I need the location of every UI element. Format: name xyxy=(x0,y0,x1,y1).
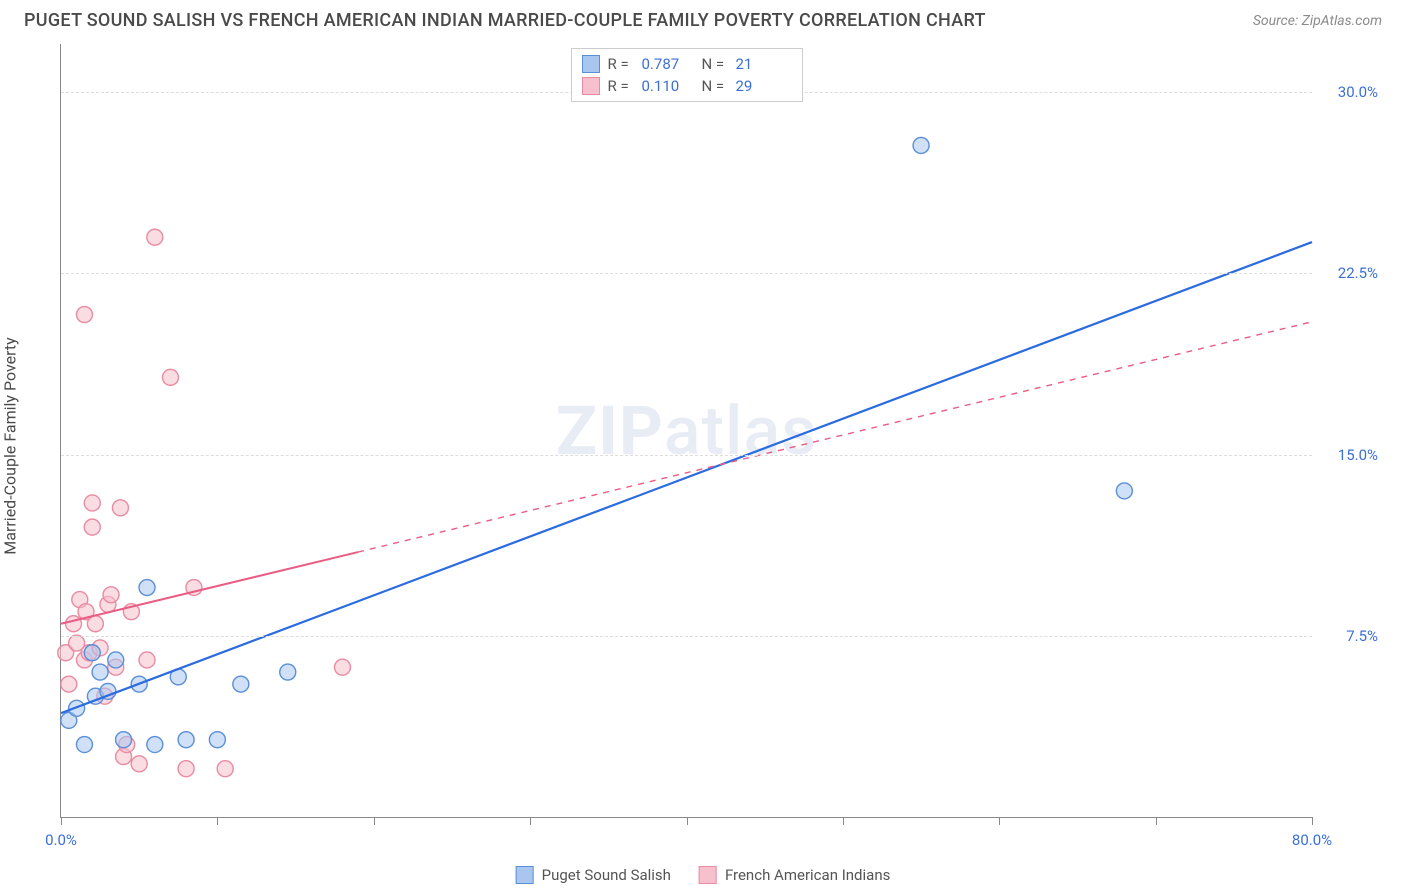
y-tick-label: 7.5% xyxy=(1318,627,1378,645)
n-label: N = xyxy=(702,53,728,75)
x-tick xyxy=(1312,817,1313,825)
x-tick xyxy=(61,817,62,825)
legend-row-french: R = 0.110 N = 29 xyxy=(582,75,788,97)
data-point-french xyxy=(147,229,163,245)
legend-row-puget: R = 0.787 N = 21 xyxy=(582,53,788,75)
trendline-ext-french xyxy=(358,322,1312,552)
data-point-french xyxy=(139,652,155,668)
data-point-puget xyxy=(1116,483,1132,499)
swatch-french xyxy=(699,866,717,884)
x-tick xyxy=(687,817,688,825)
gridline xyxy=(61,273,1312,274)
x-tick xyxy=(217,817,218,825)
n-value-puget: 21 xyxy=(736,53,788,75)
chart-container: Married-Couple Family Poverty ZIPatlas R… xyxy=(24,44,1382,848)
data-point-puget xyxy=(108,652,124,668)
x-tick xyxy=(530,817,531,825)
data-point-french xyxy=(217,761,233,777)
data-point-french xyxy=(131,756,147,772)
data-point-french xyxy=(66,616,82,632)
r-label: R = xyxy=(608,53,634,75)
n-label: N = xyxy=(702,75,728,97)
plot-area: ZIPatlas R = 0.787 N = 21 R = 0.110 N = … xyxy=(60,44,1312,818)
swatch-puget xyxy=(582,55,600,73)
n-value-french: 29 xyxy=(736,75,788,97)
data-point-french xyxy=(84,495,100,511)
data-point-french xyxy=(103,587,119,603)
data-point-french xyxy=(112,500,128,516)
data-point-puget xyxy=(116,732,132,748)
gridline xyxy=(61,636,1312,637)
x-tick xyxy=(999,817,1000,825)
data-point-french xyxy=(61,676,77,692)
data-point-french xyxy=(76,307,92,323)
correlation-legend: R = 0.787 N = 21 R = 0.110 N = 29 xyxy=(571,48,803,102)
legend-item-french: French American Indians xyxy=(699,866,890,884)
r-value-puget: 0.787 xyxy=(642,53,694,75)
data-point-french xyxy=(178,761,194,777)
data-point-puget xyxy=(84,645,100,661)
series-name-puget: Puget Sound Salish xyxy=(542,866,671,884)
data-point-puget xyxy=(139,580,155,596)
trendline-french xyxy=(61,552,358,624)
data-point-french xyxy=(87,616,103,632)
data-point-puget xyxy=(76,737,92,753)
swatch-french xyxy=(582,77,600,95)
data-point-french xyxy=(334,659,350,675)
r-value-french: 0.110 xyxy=(642,75,694,97)
plot-svg xyxy=(61,44,1312,817)
r-label: R = xyxy=(608,75,634,97)
legend-item-puget: Puget Sound Salish xyxy=(516,866,671,884)
x-tick-label: 80.0% xyxy=(1292,831,1332,849)
gridline xyxy=(61,455,1312,456)
y-tick-label: 22.5% xyxy=(1318,264,1378,282)
chart-title: PUGET SOUND SALISH VS FRENCH AMERICAN IN… xyxy=(24,10,986,31)
data-point-french xyxy=(162,369,178,385)
series-legend: Puget Sound Salish French American India… xyxy=(516,866,891,884)
data-point-puget xyxy=(233,676,249,692)
x-tick xyxy=(843,817,844,825)
x-tick-label: 0.0% xyxy=(45,831,77,849)
y-tick-label: 30.0% xyxy=(1318,83,1378,101)
data-point-puget xyxy=(280,664,296,680)
x-tick xyxy=(1156,817,1157,825)
data-point-puget xyxy=(178,732,194,748)
y-axis-label: Married-Couple Family Poverty xyxy=(1,337,20,554)
data-point-puget xyxy=(147,737,163,753)
swatch-puget xyxy=(516,866,534,884)
data-point-puget xyxy=(913,137,929,153)
x-tick xyxy=(374,817,375,825)
data-point-puget xyxy=(209,732,225,748)
source-label: Source: ZipAtlas.com xyxy=(1253,13,1382,29)
series-name-french: French American Indians xyxy=(725,866,890,884)
trendline-puget xyxy=(61,242,1312,713)
data-point-puget xyxy=(92,664,108,680)
y-tick-label: 15.0% xyxy=(1318,446,1378,464)
data-point-french xyxy=(84,519,100,535)
